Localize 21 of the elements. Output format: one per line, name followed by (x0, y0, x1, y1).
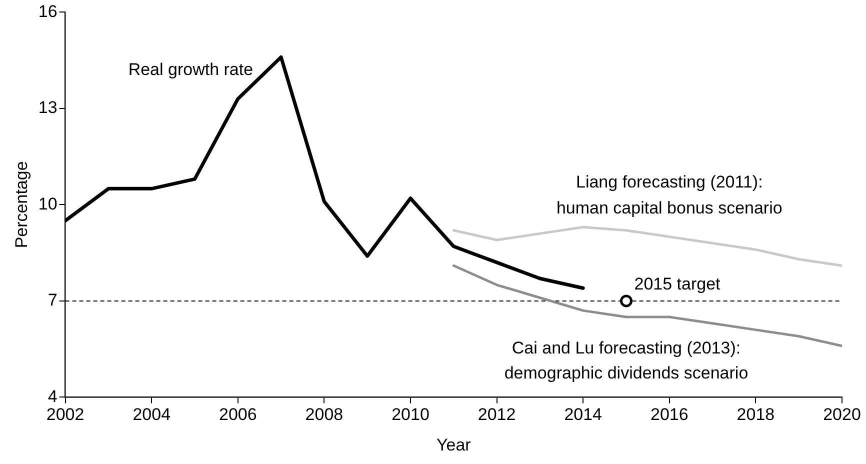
series-label: Cai and Lu forecasting (2013): demographic dividends scenario (504, 338, 748, 383)
x-tick-label: 2002 (46, 405, 84, 424)
y-tick-label: 13 (38, 98, 58, 118)
y-tick-label: 4 (48, 386, 58, 406)
x-tick-label: 2006 (218, 405, 257, 424)
x-tick-label: 2004 (132, 405, 171, 424)
x-tick-label: 2008 (305, 405, 344, 424)
x-tick-label: 2020 (823, 405, 861, 424)
y-tick-label: 7 (48, 290, 58, 310)
series-label: Real growth rate (128, 60, 254, 79)
annotation: 2015 target (634, 274, 721, 294)
x-tick-label: 2010 (392, 405, 430, 424)
x-tick-label: 2018 (736, 405, 775, 424)
series-label: Liang forecasting (2011): human capital bonus scenario (556, 172, 782, 218)
x-tick-label: 2012 (478, 405, 516, 424)
x-tick-label: 2016 (650, 405, 688, 424)
y-axis-title: Percentage (12, 161, 31, 248)
y-tick-label: 10 (38, 194, 58, 214)
x-axis-title: Year (436, 435, 472, 454)
y-tick-label: 16 (38, 2, 58, 21)
x-tick-label: 2014 (564, 405, 602, 424)
